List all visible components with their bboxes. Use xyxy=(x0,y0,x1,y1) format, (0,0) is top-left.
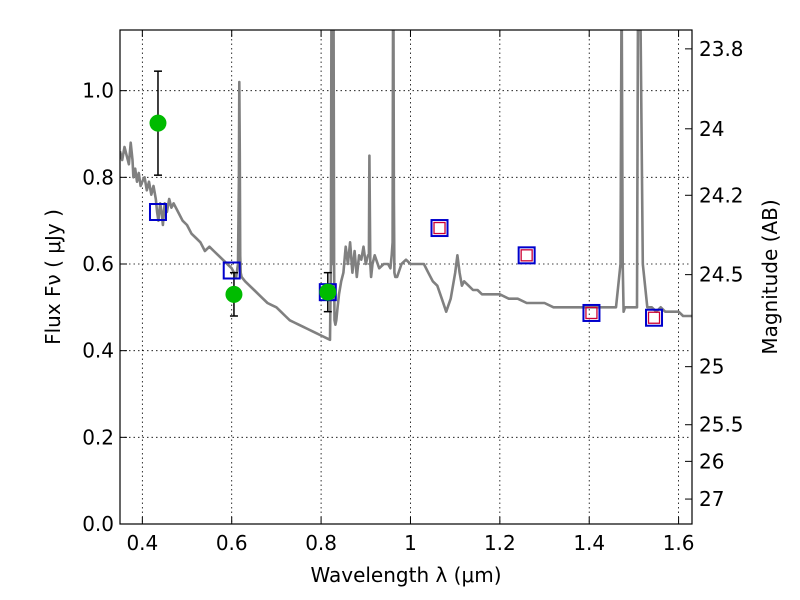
y-tick-label: 0.8 xyxy=(82,165,114,189)
x-tick-label: 0.6 xyxy=(216,531,248,555)
mag-tick-label: 27 xyxy=(699,487,724,511)
plot-area xyxy=(120,30,692,342)
y-tick-label: 1.0 xyxy=(82,79,114,103)
model-red-square xyxy=(433,221,446,235)
x-axis-label: Wavelength λ (μm) xyxy=(310,563,501,587)
y2-axis-label: Magnitude (AB) xyxy=(758,199,782,354)
observed-point xyxy=(225,285,243,303)
model-blue-square xyxy=(222,261,241,280)
mag-tick-label: 24 xyxy=(699,117,724,141)
model-blue-square xyxy=(148,203,167,221)
model-red-square xyxy=(520,249,533,262)
mag-tick-label: 23.8 xyxy=(699,37,744,61)
mag-tick-label: 24.5 xyxy=(699,263,744,287)
y-tick-label: 0.0 xyxy=(82,512,114,536)
x-tick-label: 1.4 xyxy=(573,531,605,555)
x-tick-label: 1.6 xyxy=(663,531,695,555)
plot-frame xyxy=(119,29,693,525)
observed-point xyxy=(319,283,337,301)
template-spectrum-line xyxy=(120,30,692,342)
model-blue-square xyxy=(430,219,449,238)
model-red-square xyxy=(585,306,598,320)
x-tick-label: 0.4 xyxy=(126,531,158,555)
y-tick-label: 0.6 xyxy=(82,252,114,276)
mag-tick-label: 25.5 xyxy=(699,413,744,437)
x-tick-label: 0.8 xyxy=(305,531,337,555)
y-axis-label: Flux Fν ( μJy ) xyxy=(41,209,65,345)
model-blue-square xyxy=(645,308,664,327)
x-tick-label: 1.2 xyxy=(484,531,516,555)
grid xyxy=(120,30,692,524)
observed-point xyxy=(149,114,167,132)
mag-tick-label: 25 xyxy=(699,355,724,379)
model-blue-square xyxy=(517,246,536,265)
y-tick-label: 0.2 xyxy=(82,425,114,449)
y-tick-label: 0.4 xyxy=(82,339,114,363)
model-blue-square xyxy=(582,303,601,322)
x-tick-label: 1 xyxy=(404,531,417,555)
mag-tick-label: 24.2 xyxy=(699,183,744,207)
axes: 0.4 0.6 0.8 1 1.2 1.4 1.6 0.0 0.2 0.4 0.6 0.8 1.0 23.… xyxy=(82,30,744,555)
model-red-square xyxy=(647,311,661,324)
mag-tick-label: 26 xyxy=(699,449,724,473)
